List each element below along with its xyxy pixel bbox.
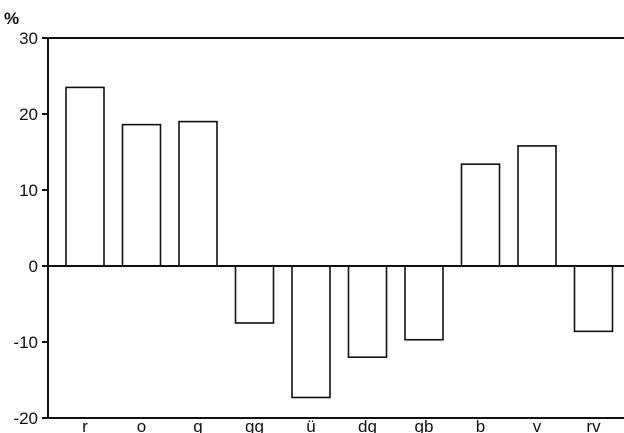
y-tick-label: 0 <box>29 257 38 276</box>
bars-group <box>65 86 614 399</box>
bar-0 <box>65 86 105 267</box>
bar-7 <box>460 163 501 267</box>
bar-1 <box>121 123 162 267</box>
y-tick-label: 20 <box>19 105 38 124</box>
bar-2 <box>178 120 218 267</box>
x-tick-label: v <box>533 417 542 433</box>
bar-8 <box>517 145 557 267</box>
x-tick-label: o <box>137 417 146 433</box>
x-axis-labels: r o g gg ü dg gb b v rv <box>82 417 601 433</box>
x-tick-label: b <box>476 417 485 433</box>
bar-6 <box>404 265 444 341</box>
x-tick-label: dg <box>358 417 377 433</box>
y-axis-ticks: 30 20 10 0 -10 -20 <box>13 29 48 428</box>
x-tick-label: gb <box>415 417 434 433</box>
y-axis-unit-label: % <box>4 9 19 28</box>
bar-3 <box>234 265 275 324</box>
y-tick-label: 30 <box>19 29 38 48</box>
x-tick-label: r <box>82 417 88 433</box>
y-tick-label: 10 <box>19 181 38 200</box>
y-tick-label: -20 <box>13 409 38 428</box>
x-tick-label: rv <box>586 417 601 433</box>
x-tick-label: g <box>193 417 202 433</box>
bar-4 <box>291 265 331 399</box>
plot-frame <box>47 37 624 419</box>
y-tick-label: -10 <box>13 333 38 352</box>
x-tick-label: gg <box>245 417 264 433</box>
bar-9 <box>573 265 614 333</box>
bar-5 <box>347 265 388 358</box>
x-tick-label: ü <box>306 417 315 433</box>
